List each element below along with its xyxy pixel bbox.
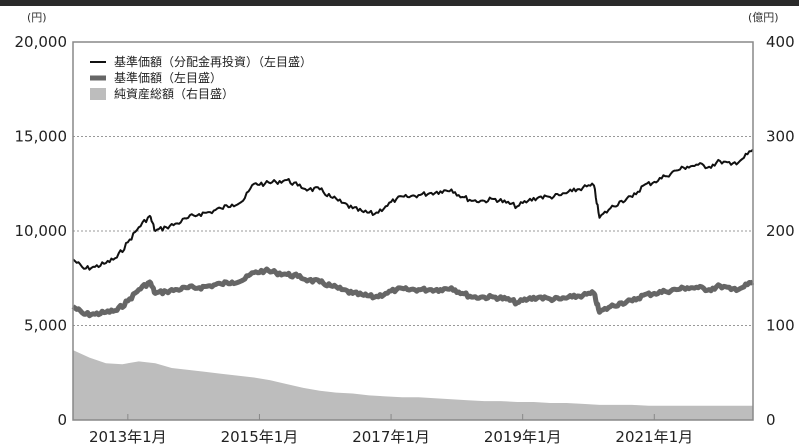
y-right-tick-label: 0 (766, 411, 776, 429)
x-tick-label: 2013年1月 (89, 428, 167, 445)
nav-line (71, 266, 755, 319)
x-tick-label: 2021年1月 (615, 428, 693, 445)
y-right-tick-label: 200 (766, 222, 795, 240)
y-right-tick-label: 100 (766, 317, 795, 335)
y-left-tick-label: 20,000 (15, 33, 68, 51)
y-left-tick-label: 0 (57, 411, 67, 429)
y-left-tick-label: 10,000 (15, 222, 68, 240)
top-band (0, 0, 799, 6)
y-right-tick-label: 300 (766, 128, 795, 146)
y-left-tick-label: 5,000 (24, 317, 67, 335)
legend-swatch-net-assets (90, 88, 106, 100)
y-right-unit: (億円) (748, 11, 779, 24)
legend-label: 基準価額（分配金再投資）（左目盛） (114, 54, 312, 69)
y-left-unit: (円) (27, 11, 47, 24)
net-assets-area (73, 350, 753, 420)
x-tick-label: 2015年1月 (221, 428, 299, 445)
legend-label: 基準価額（左目盛） (114, 70, 222, 85)
nav-reinvested-line (72, 148, 754, 271)
y-left-tick-label: 15,000 (15, 128, 68, 146)
x-tick-label: 2017年1月 (352, 428, 430, 445)
plot-frame (72, 41, 754, 421)
legend-label: 純資産総額（右目盛） (114, 86, 234, 101)
y-right-tick-label: 400 (766, 33, 795, 51)
x-tick-label: 2019年1月 (484, 428, 562, 445)
